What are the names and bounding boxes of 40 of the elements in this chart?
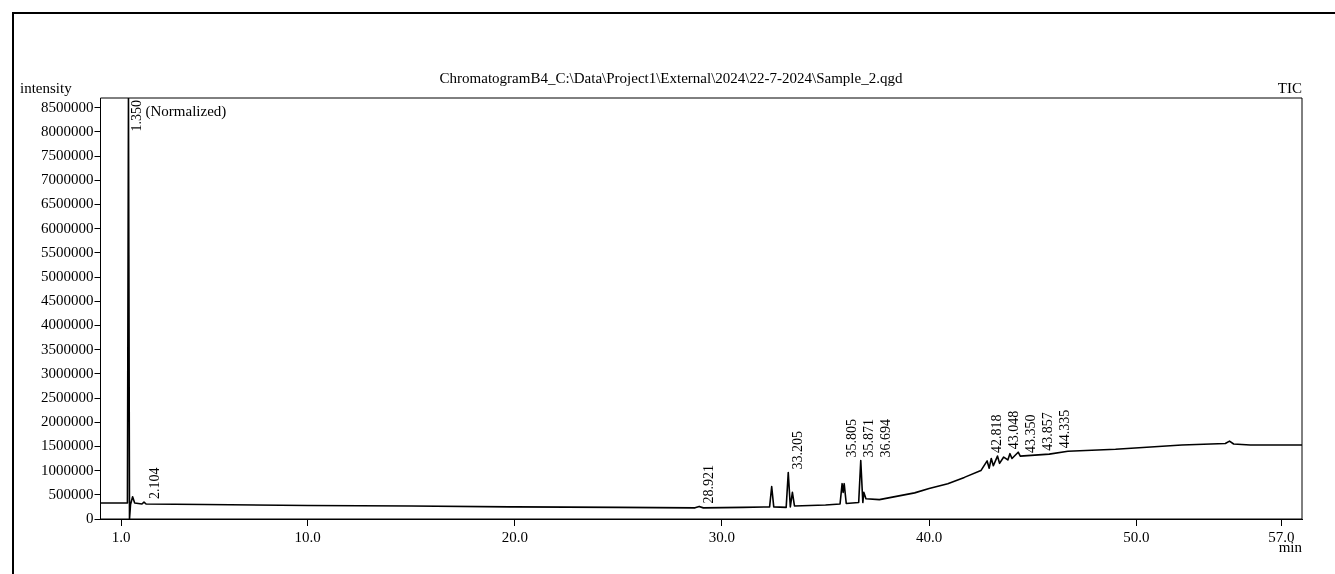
y-tick-label: 1500000 xyxy=(41,437,94,454)
y-tick-label: 5000000 xyxy=(41,267,94,284)
x-tick-label: 30.0 xyxy=(708,528,736,545)
annotation: 36.694 xyxy=(877,418,893,458)
text: TIC xyxy=(1277,80,1302,97)
x-tick-label: 20.0 xyxy=(501,528,528,545)
annotation: 43.350 xyxy=(1023,414,1039,454)
annotation: 33.205 xyxy=(790,431,806,470)
y-tick-label: 4500000 xyxy=(41,292,94,309)
y-tick-label: 7500000 xyxy=(41,147,94,164)
y-tick-label: 500000 xyxy=(48,485,94,502)
x-tick-label: 40.0 xyxy=(916,528,943,545)
annotation: 35.871 xyxy=(860,418,876,458)
y-tick-label: 6500000 xyxy=(41,195,94,212)
y-tick-label: 1000000 xyxy=(41,461,94,478)
annotation: 2.104 xyxy=(147,467,163,500)
annotation: 43.857 xyxy=(1040,412,1056,451)
y-axis-title: intensity xyxy=(20,80,73,97)
y-tick-label: 8500000 xyxy=(41,98,94,115)
annotation: (Normalized) xyxy=(145,102,227,120)
y-tick-label: 8000000 xyxy=(41,122,94,139)
annotation: 43.048 xyxy=(1006,410,1022,450)
x-tick-label: 50.0 xyxy=(1123,528,1150,545)
y-tick-label: 0 xyxy=(86,509,94,526)
annotation: 35.805 xyxy=(843,418,859,458)
annotation: 1.350 xyxy=(129,100,145,132)
y-tick-label: 4000000 xyxy=(41,316,94,333)
y-tick-label: 5500000 xyxy=(41,243,94,260)
x-tick-label: 10.0 xyxy=(294,528,321,545)
x-tick-label: 1.0 xyxy=(111,528,131,545)
y-tick-label: 7000000 xyxy=(41,171,94,188)
y-tick-label: 6000000 xyxy=(41,219,94,236)
annotation: 44.335 xyxy=(1057,409,1073,449)
y-tick-label: 3500000 xyxy=(41,340,94,357)
annotation: 42.818 xyxy=(989,414,1005,454)
y-tick-label: 3000000 xyxy=(41,364,94,381)
y-tick-label: 2500000 xyxy=(41,388,94,405)
y-tick-label: 2000000 xyxy=(41,413,94,430)
chart-title: ChromatogramB4_C:\Data\Project1\External\2024\22-7-2024\Sample_2.qgd xyxy=(439,69,903,86)
annotation: 28.921 xyxy=(701,464,717,504)
